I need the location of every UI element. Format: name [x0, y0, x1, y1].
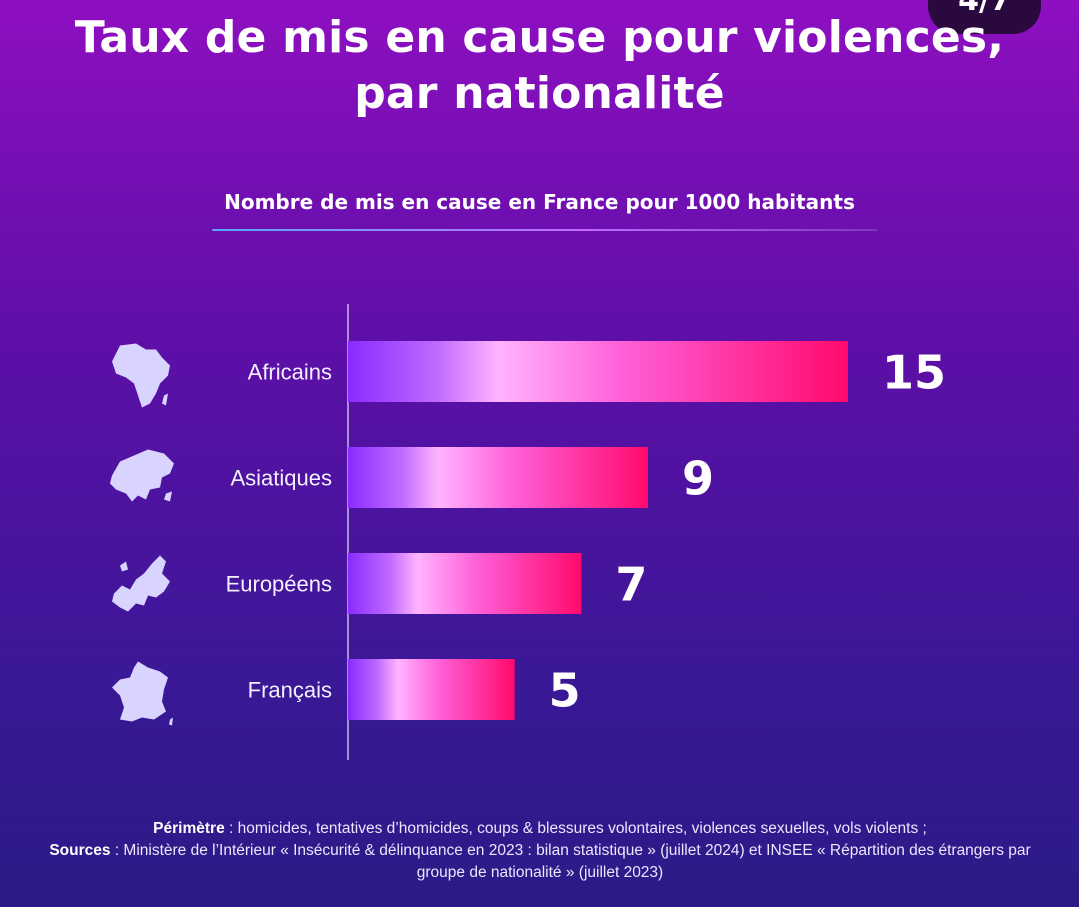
category-label-africains: Africains	[248, 360, 332, 385]
bar-européens	[348, 553, 582, 614]
footer-perimetre: Périmètre : homicides, tentatives d’homi…	[40, 818, 1040, 840]
value-label-européens: 7	[615, 558, 647, 612]
title-line-2: par nationalité	[354, 68, 725, 119]
value-label-africains: 15	[882, 346, 946, 400]
footer-sources: Sources : Ministère de l’Intérieur « Ins…	[40, 840, 1040, 884]
sources-label: Sources	[49, 842, 111, 859]
africa-map-icon	[112, 343, 170, 408]
asia-map-icon	[110, 449, 174, 502]
page-title: Taux de mis en cause pour violences, par…	[0, 10, 1079, 122]
chart-subtitle: Nombre de mis en cause en France pour 10…	[224, 190, 855, 214]
category-label-européens: Européens	[226, 572, 332, 597]
bar-asiatiques	[348, 447, 648, 508]
france-map-icon	[112, 661, 173, 726]
bar-français	[348, 659, 515, 720]
page-indicator: 4/7	[928, 0, 1041, 34]
perimetre-text: : homicides, tentatives d’homicides, cou…	[224, 820, 927, 837]
category-label-français: Français	[248, 678, 332, 703]
sources-text: : Ministère de l’Intérieur « Insécurité …	[110, 842, 1031, 881]
footer-notes: Périmètre : homicides, tentatives d’homi…	[40, 818, 1040, 884]
category-label-asiatiques: Asiatiques	[230, 466, 332, 491]
perimetre-label: Périmètre	[153, 820, 225, 837]
title-line-1: Taux de mis en cause pour violences,	[74, 12, 1005, 63]
value-label-asiatiques: 9	[682, 452, 714, 506]
bar-africains	[348, 341, 848, 402]
value-label-français: 5	[549, 664, 581, 718]
subtitle-underline	[212, 229, 877, 231]
europe-map-icon	[112, 555, 170, 612]
